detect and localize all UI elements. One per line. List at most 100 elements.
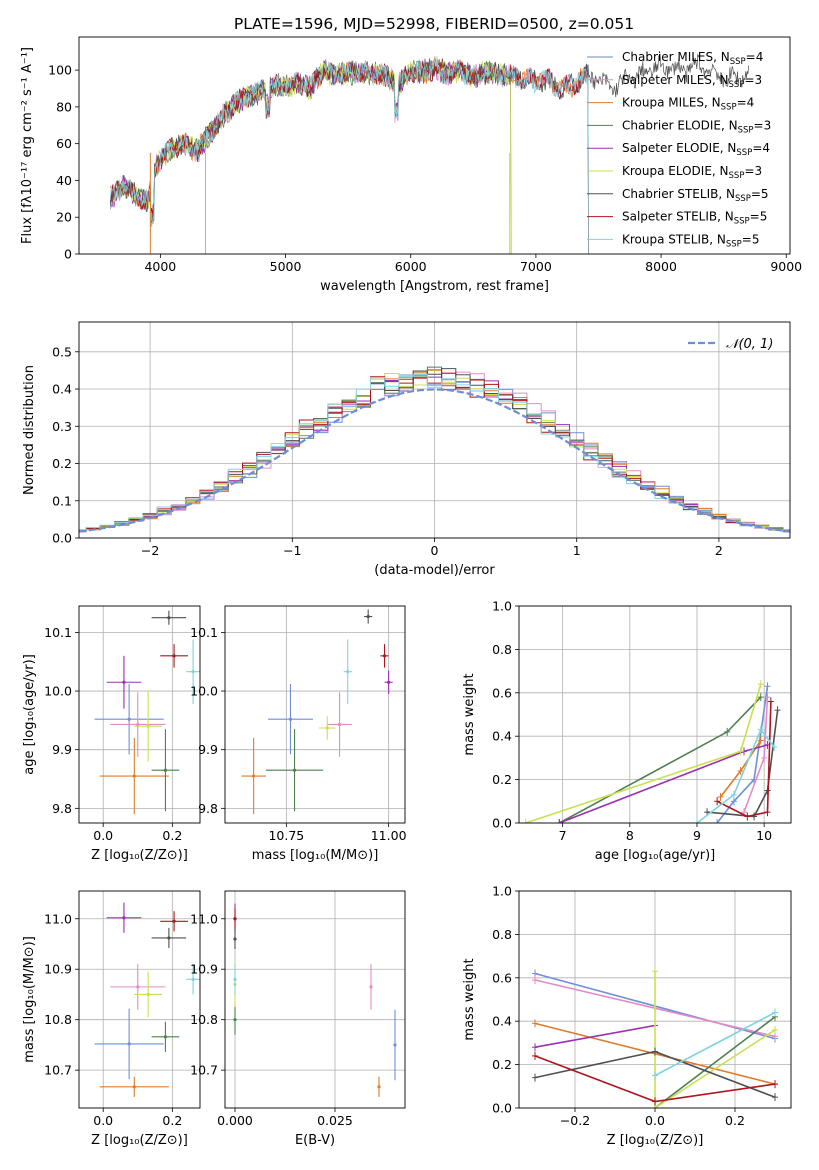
weight-line — [696, 728, 775, 823]
x-tick-label: 0.0 — [93, 1113, 113, 1128]
y-tick-label: 10.7 — [44, 1063, 72, 1078]
weight-line — [654, 1011, 776, 1077]
legend-label: Kroupa ELODIE, NSSP=3 — [622, 164, 762, 181]
age-vs-mass-panel: 10.75 11.00 9.8 9.9 10.0 10.1 mass [log₁₀(M/M⊙… — [190, 605, 407, 863]
data-point — [233, 977, 237, 981]
spectrum-line — [109, 56, 589, 254]
mass-vs-ebv-points — [233, 903, 397, 1097]
spectrum-line — [109, 61, 589, 254]
y-tick-label: 0.6 — [492, 685, 512, 700]
data-point — [292, 768, 297, 772]
y-tick-label: 10.9 — [190, 962, 218, 977]
weight-line — [654, 1016, 776, 1108]
x-tick-label: 10 — [756, 828, 772, 843]
y-tick-label: 0.1 — [52, 493, 72, 508]
weight-vs-z-panel: −0.2 0.0 0.2 0.0 0.2 0.4 0.6 0.8 1.0 Z [log₁₀(Z/Z… — [462, 884, 792, 1148]
y-tick-label: 10.0 — [44, 684, 72, 699]
y-tick-label: 10.0 — [190, 684, 218, 699]
data-point — [393, 1043, 397, 1047]
legend-label: Chabrier ELODIE, NSSP=3 — [622, 118, 771, 135]
spectrum-line — [109, 56, 589, 254]
spectrum-panel: 4000 5000 6000 7000 8000 9000 0 20 40 60 80 100 wave… — [20, 36, 802, 294]
mass-vs-ebv-panel: 0.000 0.025 10.7 10.8 10.9 11.0 E(B-V) — [190, 890, 406, 1148]
y-tick-label: 40 — [56, 173, 72, 188]
age-vs-z-points — [94, 610, 200, 815]
x-tick-label: 0.2 — [162, 1113, 182, 1128]
y-tick-label: 10.7 — [190, 1063, 218, 1078]
y-tick-label: 60 — [56, 136, 72, 151]
y-tick-label: 11.0 — [190, 911, 218, 926]
x-tick-label: 0.000 — [217, 1113, 253, 1128]
data-point — [233, 917, 237, 921]
data-point — [288, 717, 293, 721]
data-point — [172, 654, 176, 658]
mass-vs-z-points — [94, 902, 200, 1097]
x-tick-label: 9 — [693, 828, 701, 843]
data-point — [366, 614, 370, 619]
data-point — [167, 616, 171, 620]
data-point — [377, 1085, 381, 1089]
x-tick-label: 6000 — [395, 259, 427, 274]
weight-line — [716, 701, 772, 818]
data-point — [132, 774, 136, 778]
x-tick-label: 7000 — [520, 259, 552, 274]
x-axis-label: Z [log₁₀(Z/Z⊙)] — [607, 1133, 704, 1148]
data-point — [163, 768, 168, 772]
y-tick-label: 1.0 — [492, 884, 512, 899]
y-tick-label: 1.0 — [492, 599, 512, 614]
x-tick-label: 4000 — [144, 259, 176, 274]
y-axis-label: mass weight — [462, 673, 477, 755]
y-tick-label: 0.2 — [492, 772, 512, 787]
x-tick-label: 10.75 — [268, 828, 304, 843]
x-tick-label: −1 — [283, 543, 301, 558]
y-tick-label: 10.9 — [44, 962, 72, 977]
legend-label: Salpeter STELIB, NSSP=5 — [622, 210, 767, 227]
y-tick-label: 10.8 — [190, 1012, 218, 1027]
legend-label: Salpeter ELODIE, NSSP=4 — [622, 141, 770, 158]
legend-label: Kroupa MILES, NSSP=4 — [622, 96, 754, 113]
weight-line — [534, 1024, 656, 1048]
x-axis-label: Z [log₁₀(Z/Z⊙)] — [91, 848, 188, 863]
legend-label: Salpeter MILES, NSSP=3 — [622, 73, 762, 90]
normal-curve — [79, 388, 790, 533]
y-tick-label: 80 — [56, 99, 72, 114]
x-tick-label: 9000 — [770, 259, 802, 274]
legend-label: Chabrier MILES, NSSP=4 — [622, 50, 763, 67]
y-tick-label: 0.0 — [52, 531, 72, 546]
y-tick-label: 9.8 — [198, 801, 218, 816]
x-axis-label: age [log₁₀(age/yr)] — [595, 848, 716, 863]
y-tick-label: 0.8 — [492, 927, 512, 942]
x-tick-label: 8000 — [645, 259, 677, 274]
x-tick-label: −0.2 — [560, 1113, 590, 1128]
data-point — [387, 680, 391, 684]
data-point — [136, 985, 140, 989]
y-tick-label: 0.0 — [492, 1101, 512, 1116]
data-point — [325, 726, 329, 730]
y-tick-label: 0.4 — [492, 1014, 512, 1029]
x-tick-label: 0.2 — [725, 1113, 745, 1128]
data-point — [132, 1085, 136, 1089]
x-axis-label: E(B-V) — [295, 1133, 335, 1148]
weight-vs-z-lines — [532, 967, 778, 1108]
y-tick-label: 0.0 — [492, 816, 512, 831]
data-point — [191, 977, 195, 981]
x-tick-label: 1 — [573, 543, 581, 558]
spectrum-line — [109, 58, 589, 254]
legend-label: Chabrier STELIB, NSSP=5 — [622, 187, 769, 204]
y-tick-label: 0.3 — [52, 419, 72, 434]
data-point — [122, 916, 126, 920]
y-tick-label: 9.9 — [52, 742, 72, 757]
x-tick-label: 7 — [559, 828, 567, 843]
axes-frame — [78, 321, 791, 539]
x-tick-label: 0.2 — [162, 828, 182, 843]
y-tick-label: 0.2 — [492, 1057, 512, 1072]
weight-line — [558, 696, 762, 823]
x-tick-label: −2 — [141, 543, 159, 558]
y-tick-label: 10.1 — [44, 625, 72, 640]
spectrum-lines — [109, 53, 750, 254]
axes-frame — [224, 890, 406, 1109]
data-point — [146, 992, 150, 997]
legend-label: 𝒩(0, 1) — [726, 337, 773, 352]
weight-line — [654, 971, 776, 1108]
data-point — [172, 919, 176, 923]
